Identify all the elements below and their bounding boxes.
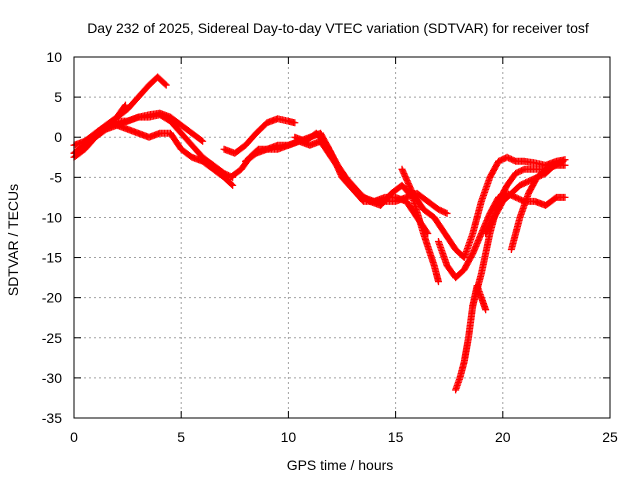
data-point-marker bbox=[561, 193, 569, 201]
x-tick-label: 25 bbox=[602, 429, 618, 445]
series-track-6 bbox=[220, 115, 299, 157]
data-point-marker bbox=[442, 209, 450, 217]
plot-frame bbox=[73, 56, 611, 419]
y-tick-label: 10 bbox=[46, 49, 62, 65]
series-track-9 bbox=[291, 129, 442, 286]
data-point-marker bbox=[121, 102, 129, 110]
x-tick-label: 0 bbox=[70, 429, 78, 445]
x-tick-label: 15 bbox=[388, 429, 404, 445]
data-point-marker bbox=[443, 209, 451, 217]
y-tick-label: -25 bbox=[42, 330, 62, 346]
series-track-12 bbox=[452, 282, 490, 394]
data-point-marker bbox=[229, 181, 237, 189]
x-tick-label: 5 bbox=[177, 429, 185, 445]
data-points bbox=[70, 73, 569, 394]
data-point-marker bbox=[161, 80, 169, 88]
x-tick-label: 20 bbox=[495, 429, 511, 445]
y-tick-label: -15 bbox=[42, 250, 62, 266]
data-point-marker bbox=[197, 136, 205, 144]
y-tick-label: 0 bbox=[54, 129, 62, 145]
data-point-marker bbox=[162, 81, 170, 89]
data-point-marker bbox=[291, 119, 299, 127]
y-tick-label: -10 bbox=[42, 209, 62, 225]
y-tick-label: -30 bbox=[42, 370, 62, 386]
data-point-marker bbox=[199, 137, 207, 145]
y-tick-label: -5 bbox=[50, 169, 63, 185]
data-point-marker bbox=[434, 278, 442, 286]
data-point-marker bbox=[228, 180, 236, 188]
x-tick-label: 10 bbox=[281, 429, 297, 445]
y-tick-label: 5 bbox=[54, 89, 62, 105]
y-tick-label: -35 bbox=[42, 410, 62, 426]
chart-title: Day 232 of 2025, Sidereal Day-to-day VTE… bbox=[87, 20, 589, 36]
series-track-5 bbox=[113, 109, 207, 145]
data-point-marker bbox=[557, 158, 565, 166]
grid-lines bbox=[74, 57, 610, 418]
series-track-10 bbox=[398, 153, 569, 262]
y-tick-label: -20 bbox=[42, 290, 62, 306]
axis-ticks: 0 5 10 15 20 25 10 5 0 -5 -10 -15 -20 -25 -30 -35 bbox=[42, 49, 618, 445]
data-point-marker bbox=[121, 101, 129, 109]
y-axis-label: SDTVAR / TECUs bbox=[5, 184, 21, 296]
data-point-marker bbox=[561, 161, 569, 169]
series-track-15 bbox=[507, 157, 567, 254]
data-point-marker bbox=[482, 306, 490, 314]
data-point-marker bbox=[559, 157, 567, 165]
x-axis-label: GPS time / hours bbox=[287, 457, 394, 473]
